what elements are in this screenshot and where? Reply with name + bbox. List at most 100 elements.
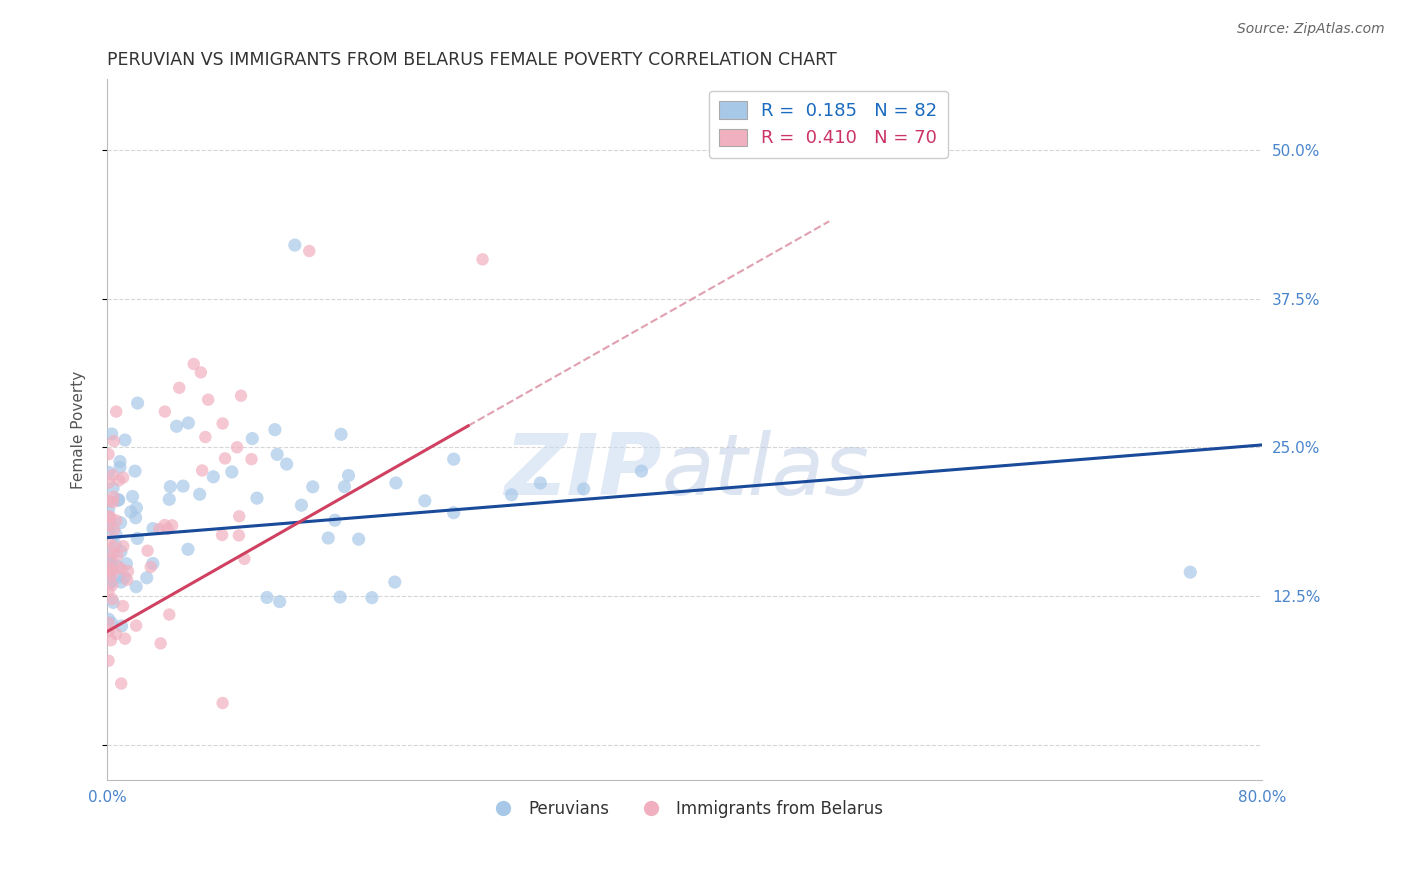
Point [98, 516, 121, 531]
Text: atlas: atlas [662, 430, 870, 513]
Point [100, 563, 122, 577]
Point [100, 633, 122, 648]
Point [97, 612, 120, 626]
Point [97, 518, 120, 533]
Point [97, 475, 120, 490]
Point [337, 468, 360, 483]
Point [100, 575, 122, 590]
Point [101, 578, 124, 592]
Point [97, 615, 120, 630]
Point [98, 574, 121, 589]
Point [1180, 565, 1202, 579]
Point [269, 594, 291, 608]
Point [98, 566, 121, 580]
Point [97, 465, 120, 479]
Point [443, 506, 465, 520]
Point [110, 619, 132, 633]
Point [100, 510, 122, 524]
Point [159, 480, 181, 494]
Point [110, 544, 132, 558]
Point [276, 457, 298, 471]
Point [214, 451, 236, 466]
Point [501, 488, 523, 502]
Point [103, 490, 125, 504]
Point [103, 595, 125, 609]
Point [103, 434, 125, 449]
Point [221, 465, 243, 479]
Point [97, 502, 120, 516]
Text: Source: ZipAtlas.com: Source: ZipAtlas.com [1237, 22, 1385, 37]
Point [97, 494, 120, 508]
Point [228, 528, 250, 542]
Point [97, 533, 120, 548]
Point [330, 427, 353, 442]
Point [384, 575, 406, 590]
Point [97, 654, 120, 668]
Point [97, 548, 120, 562]
Point [108, 454, 131, 468]
Point [108, 570, 131, 584]
Point [115, 573, 138, 587]
Point [413, 493, 436, 508]
Point [323, 513, 346, 527]
Point [110, 516, 132, 530]
Point [329, 590, 352, 604]
Point [97, 522, 120, 536]
Point [112, 539, 135, 553]
Point [211, 696, 233, 710]
Point [211, 417, 233, 431]
Point [100, 568, 122, 582]
Point [290, 498, 312, 512]
Point [120, 505, 142, 519]
Point [104, 538, 127, 552]
Point [298, 244, 321, 258]
Point [202, 470, 225, 484]
Point [443, 452, 465, 467]
Text: ZIP: ZIP [503, 430, 662, 513]
Point [100, 556, 122, 570]
Point [529, 475, 551, 490]
Point [301, 480, 323, 494]
Point [148, 522, 170, 536]
Point [105, 548, 128, 562]
Point [98, 509, 121, 524]
Point [177, 416, 200, 430]
Point [105, 514, 128, 528]
Y-axis label: Female Poverty: Female Poverty [72, 370, 86, 489]
Point [108, 460, 131, 475]
Point [240, 432, 263, 446]
Point [153, 404, 176, 418]
Point [97, 624, 120, 638]
Point [114, 433, 136, 447]
Point [572, 482, 595, 496]
Point [226, 440, 249, 454]
Point [385, 475, 408, 490]
Point [117, 564, 139, 578]
Point [104, 527, 127, 541]
Point [110, 562, 132, 576]
Point [97, 557, 120, 571]
Point [107, 492, 129, 507]
Point [121, 490, 143, 504]
Point [125, 500, 148, 515]
Point [125, 618, 148, 632]
Point [127, 396, 149, 410]
Point [157, 607, 180, 622]
Point [107, 493, 129, 508]
Point [316, 531, 339, 545]
Point [124, 464, 146, 478]
Point [110, 575, 132, 590]
Point [97, 447, 120, 461]
Point [361, 591, 384, 605]
Point [101, 481, 124, 495]
Point [191, 463, 214, 477]
Point [135, 571, 157, 585]
Point [229, 389, 252, 403]
Point [100, 552, 122, 566]
Point [246, 491, 269, 505]
Point [124, 510, 146, 524]
Point [100, 427, 122, 442]
Point [284, 238, 307, 252]
Point [183, 357, 205, 371]
Point [197, 392, 219, 407]
